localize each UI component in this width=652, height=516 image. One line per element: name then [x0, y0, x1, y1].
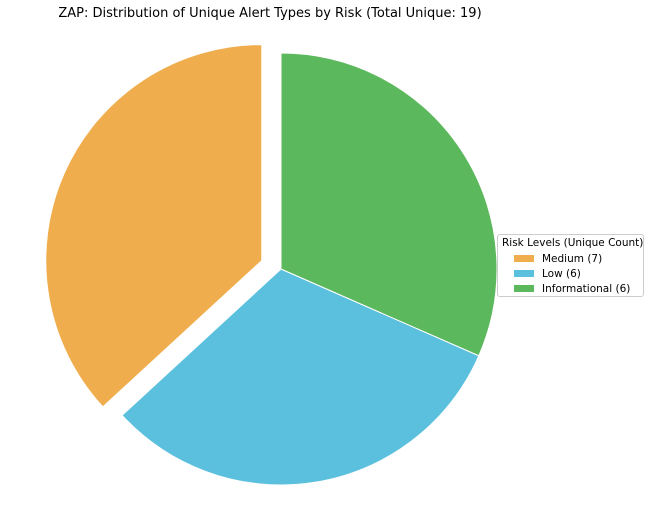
- chart-title: ZAP: Distribution of Unique Alert Types …: [58, 6, 482, 21]
- legend-swatch: [514, 285, 534, 292]
- legend-items: Medium (7) Low (6) Informational (6): [502, 251, 639, 296]
- legend-title: Risk Levels (Unique Count): [502, 237, 644, 249]
- legend-swatch: [514, 270, 534, 277]
- pie-slice-low: [121, 268, 480, 486]
- legend-swatch: [514, 255, 534, 262]
- legend-label: Low (6): [542, 267, 581, 280]
- legend: Risk Levels (Unique Count) Medium (7) Low…: [497, 234, 644, 297]
- legend-label: Informational (6): [542, 282, 631, 295]
- pie-slice-informational: [280, 52, 498, 357]
- legend-item: Medium (7): [502, 251, 639, 266]
- pie-slice-medium: [45, 44, 263, 408]
- pie-slices: [45, 44, 498, 486]
- legend-item: Low (6): [502, 266, 639, 281]
- legend-item: Informational (6): [502, 281, 639, 296]
- legend-label: Medium (7): [542, 252, 603, 265]
